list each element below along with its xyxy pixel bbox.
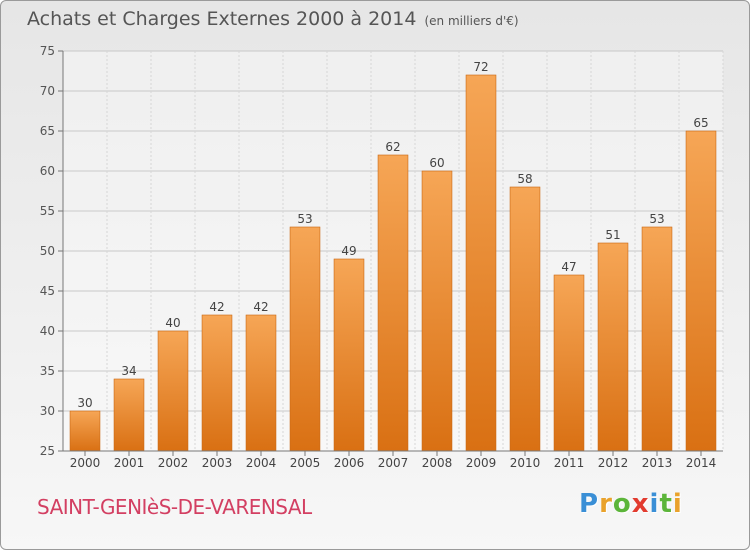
y-tick-label: 30	[40, 404, 55, 418]
x-tick-label: 2012	[598, 456, 629, 470]
bar	[553, 274, 585, 452]
data-label: 34	[121, 364, 136, 378]
data-label: 47	[561, 260, 576, 274]
x-tick-label: 2003	[202, 456, 233, 470]
bars	[69, 74, 717, 452]
y-tick-label: 75	[40, 44, 55, 58]
bar	[201, 314, 233, 452]
y-tick-label: 50	[40, 244, 55, 258]
y-tick-label: 35	[40, 364, 55, 378]
y-tick-label: 55	[40, 204, 55, 218]
data-label: 40	[165, 316, 180, 330]
data-label: 49	[341, 244, 356, 258]
bar	[113, 378, 145, 452]
data-label: 62	[385, 140, 400, 154]
x-tick-label: 2007	[378, 456, 409, 470]
y-tick-label: 60	[40, 164, 55, 178]
proxiti-logo[interactable]: Proxiti	[579, 489, 683, 519]
logo-letter: i	[672, 489, 683, 519]
data-label: 58	[517, 172, 532, 186]
data-label: 60	[429, 156, 444, 170]
data-label: 53	[649, 212, 664, 226]
bar	[641, 226, 673, 452]
data-label: 42	[253, 300, 268, 314]
bar	[333, 258, 365, 452]
logo-letter: i	[649, 489, 660, 519]
x-tick-label: 2011	[554, 456, 585, 470]
bar	[69, 410, 101, 452]
x-tick-label: 2008	[422, 456, 453, 470]
data-label: 42	[209, 300, 224, 314]
x-tick-label: 2000	[70, 456, 101, 470]
bar	[509, 186, 541, 452]
chart-title: Achats et Charges Externes 2000 à 2014 (e…	[27, 8, 519, 30]
logo-letter: r	[599, 489, 613, 519]
x-tick-label: 2005	[290, 456, 321, 470]
bar	[685, 130, 717, 452]
data-label: 51	[605, 228, 620, 242]
x-tick-label: 2001	[114, 456, 145, 470]
logo-letter: P	[579, 489, 600, 519]
x-tick-label: 2010	[510, 456, 541, 470]
bar	[157, 330, 189, 452]
data-label: 65	[693, 116, 708, 130]
x-tick-label: 2004	[246, 456, 277, 470]
x-tick-label: 2009	[466, 456, 497, 470]
logo-letter: x	[631, 489, 650, 519]
data-label: 30	[77, 396, 92, 410]
data-labels: 30 34 40 42 42 53 49 62 60 72 58 47 51 53 65	[77, 60, 708, 410]
bar	[245, 314, 277, 452]
commune-name: SAINT-GENIèS-DE-VARENSAL	[37, 495, 312, 519]
y-tick-label: 65	[40, 124, 55, 138]
x-tick-label: 2006	[334, 456, 365, 470]
bar	[465, 74, 497, 452]
x-tick-label: 2014	[686, 456, 717, 470]
x-tick-label: 2002	[158, 456, 189, 470]
y-tick-label: 40	[40, 324, 55, 338]
y-tick-label: 45	[40, 284, 55, 298]
data-label: 72	[473, 60, 488, 74]
data-label: 53	[297, 212, 312, 226]
bar	[289, 226, 321, 452]
logo-letter: t	[659, 489, 673, 519]
x-tick-label: 2013	[642, 456, 673, 470]
logo-letter: o	[612, 489, 632, 519]
y-tick-label: 70	[40, 84, 55, 98]
chart-title-text: Achats et Charges Externes 2000 à 2014	[27, 8, 417, 30]
bar	[597, 242, 629, 452]
bar	[421, 170, 453, 452]
axes: 25 30 35 40 45 50 55 60 65 70 75 2000 2001 2002 2003 20…	[40, 44, 723, 470]
bar	[377, 154, 409, 452]
chart-unit: (en milliers d'€)	[424, 14, 519, 28]
y-tick-label: 25	[40, 444, 55, 458]
